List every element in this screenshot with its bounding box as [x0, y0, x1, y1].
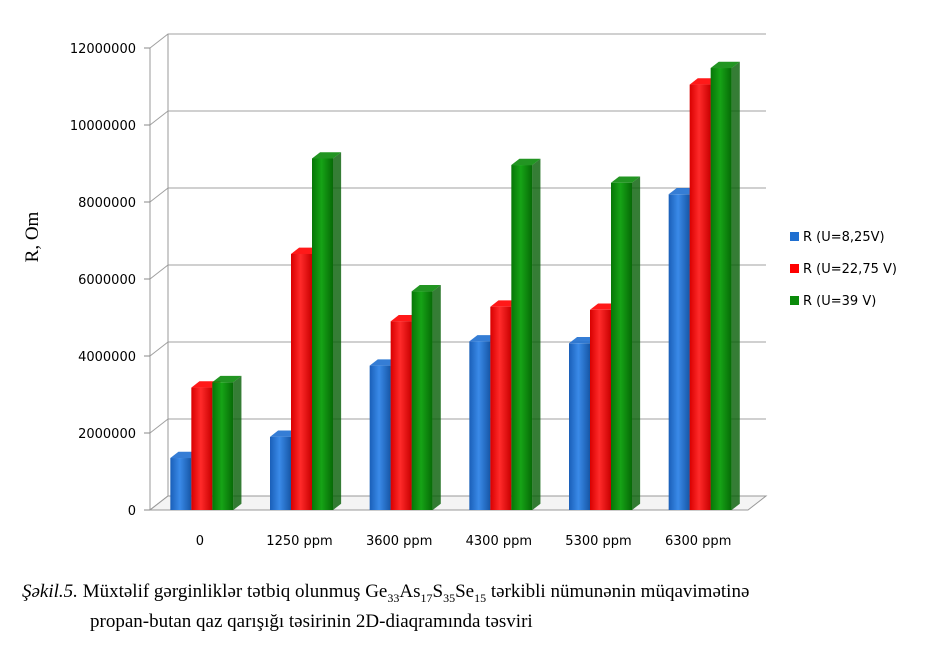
y-tick-label: 10000000 — [70, 119, 136, 134]
bar — [312, 152, 342, 510]
caption-line-2: propan-butan qaz qarışığı təsirinin 2D-d… — [90, 610, 533, 632]
legend: R (U=8,25V) R (U=22,75 V) R (U=39 V) — [790, 230, 897, 309]
bar-side — [731, 61, 740, 510]
bar-side — [233, 375, 242, 510]
caption-label: Şəkil.5. — [22, 581, 78, 602]
bar-front — [490, 306, 512, 510]
bar-front — [710, 68, 732, 511]
caption-text-1: Müxtəlif gərginliklər tətbiq olunmuş Ge — [82, 581, 388, 602]
x-tick-label: 5300 ppm — [565, 534, 631, 549]
figure-caption: Şəkil.5. Müxtəlif gərginliklər tətbiq ol… — [22, 580, 932, 634]
caption-text-3: S — [432, 581, 444, 602]
legend-label: R (U=39 V) — [803, 294, 876, 309]
legend-label: R (U=8,25V) — [803, 230, 885, 245]
caption-text-5: tərkibli nümunənin müqavimətinə — [486, 581, 750, 602]
bar — [611, 176, 641, 510]
bar-side-shade — [731, 61, 740, 510]
bar-side-shade — [233, 375, 242, 510]
gridline — [149, 33, 766, 49]
bar-side — [632, 176, 641, 510]
bar-front — [668, 194, 690, 511]
bar-front — [369, 365, 391, 510]
y-axis-label: R, Om — [22, 211, 43, 262]
bar-front — [312, 158, 333, 510]
caption-sub-1: 33 — [387, 590, 400, 605]
bar-front — [270, 436, 291, 510]
caption-text-4: Se — [455, 581, 475, 602]
y-tick-label: 8000000 — [78, 196, 136, 211]
y-tick-label: 0 — [128, 504, 136, 519]
bars — [170, 61, 740, 511]
bar-front — [590, 309, 611, 510]
bar-front — [212, 382, 234, 510]
x-tick-label: 3600 ppm — [366, 534, 432, 549]
x-tick-label: 4300 ppm — [466, 534, 532, 549]
gridline — [149, 110, 766, 126]
bar-top — [212, 375, 242, 383]
y-axis-ticks: 0 2000000 4000000 6000000 8000000 10000000 120… — [70, 42, 150, 519]
bar-front — [411, 291, 433, 510]
bar-front — [611, 182, 632, 510]
bar-front — [390, 321, 412, 510]
bar-side — [333, 152, 342, 510]
x-tick-label: 6300 ppm — [665, 534, 731, 549]
bar-front — [469, 341, 491, 510]
bar-front — [569, 343, 590, 510]
bar-side — [432, 285, 441, 510]
caption-text-2: As — [399, 581, 421, 602]
bar-chart: 0 2000000 4000000 6000000 8000000 10000000 120… — [22, 33, 897, 549]
bar-side-shade — [532, 158, 541, 511]
bar — [212, 375, 242, 510]
bar-top — [312, 152, 342, 159]
caption-sub-4: 15 — [474, 590, 487, 605]
legend-swatch — [790, 296, 799, 305]
caption-sub-2: 17 — [420, 590, 433, 605]
bar-front — [689, 84, 711, 510]
legend-label: R (U=22,75 V) — [803, 262, 897, 277]
bar-side-shade — [333, 152, 342, 510]
legend-swatch — [790, 264, 799, 273]
bar-front — [170, 458, 192, 510]
bar-front — [191, 387, 213, 510]
bar-top — [411, 285, 441, 292]
bar-side-shade — [432, 285, 441, 510]
x-axis-ticks: 0 1250 ppm 3600 ppm 4300 ppm 5300 ppm 6300 pp… — [196, 534, 732, 549]
bar-side — [532, 158, 541, 511]
y-tick-label: 6000000 — [78, 273, 136, 288]
bar-front — [511, 165, 533, 511]
bar — [411, 285, 441, 510]
bar-top — [511, 158, 541, 166]
bar-top — [710, 61, 740, 69]
bar — [710, 61, 740, 511]
x-tick-label: 1250 ppm — [266, 534, 332, 549]
bar — [511, 158, 541, 511]
y-tick-label: 2000000 — [78, 427, 136, 442]
x-tick-label: 0 — [196, 534, 204, 549]
bar-front — [291, 253, 312, 510]
y-tick-label: 4000000 — [78, 350, 136, 365]
legend-swatch — [790, 232, 799, 241]
y-tick-label: 12000000 — [70, 42, 136, 57]
bar-top — [611, 176, 641, 183]
bar-side-shade — [632, 176, 641, 510]
caption-sub-3: 35 — [443, 590, 456, 605]
